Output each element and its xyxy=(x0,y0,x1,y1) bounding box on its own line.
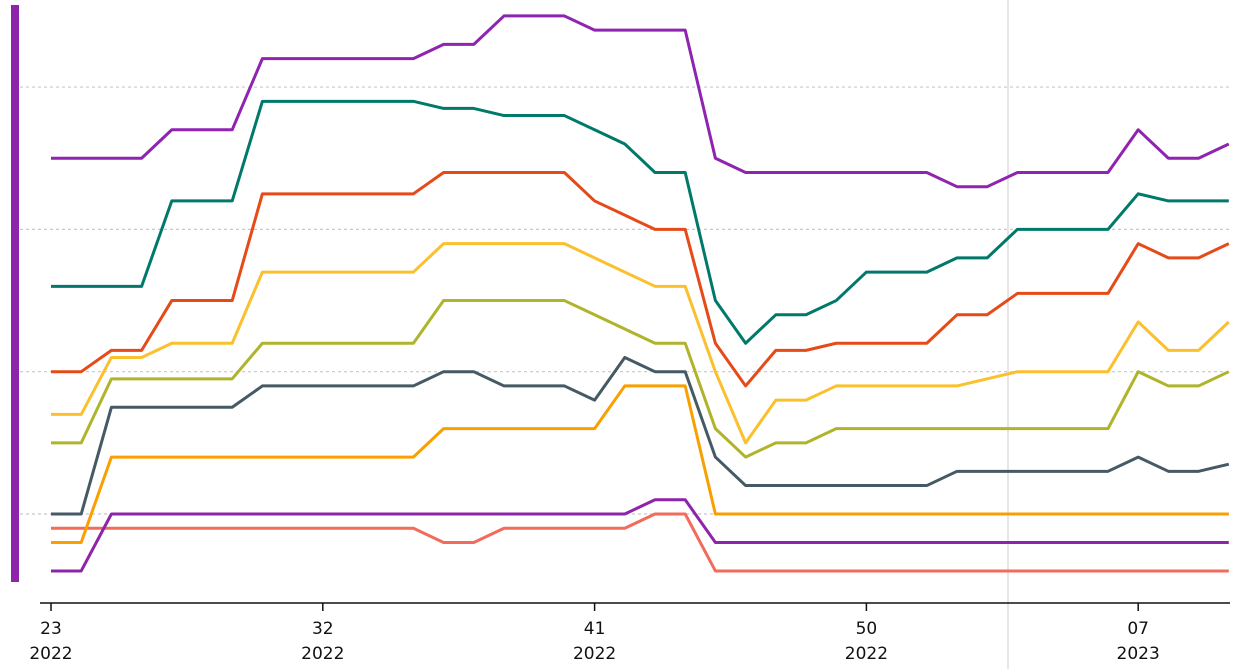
x-tick-label: 07 2023 xyxy=(1116,619,1160,664)
x-tick-label: 50 2022 xyxy=(844,619,889,664)
series-line xyxy=(51,99,1229,345)
x-tick-label: 23 2022 xyxy=(29,619,73,664)
series-line xyxy=(51,14,1230,189)
series-line xyxy=(51,242,1230,445)
series-line xyxy=(51,498,1229,573)
series-line xyxy=(51,299,1230,459)
series-line xyxy=(51,384,1229,544)
series-line xyxy=(51,512,1229,573)
series-line xyxy=(51,355,1230,516)
side-accent xyxy=(11,5,19,582)
series-line xyxy=(51,170,1230,388)
x-tick-label: 32 2022 xyxy=(301,619,345,664)
x-tick-label: 41 2022 xyxy=(572,619,617,664)
